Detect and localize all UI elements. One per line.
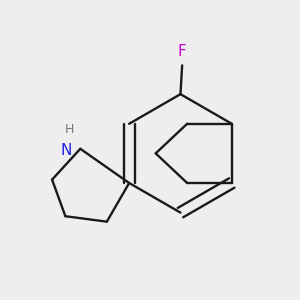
Text: N: N [61, 143, 72, 158]
Text: H: H [65, 123, 74, 136]
Text: F: F [178, 44, 187, 59]
